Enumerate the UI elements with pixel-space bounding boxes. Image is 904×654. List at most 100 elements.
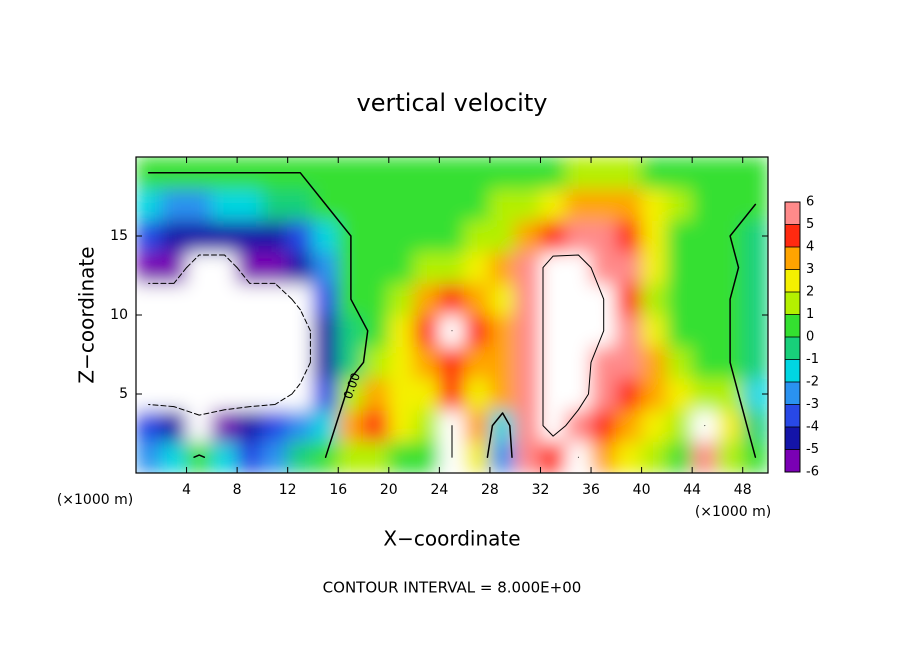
heat-cell xyxy=(186,377,213,411)
heat-cell xyxy=(641,409,668,442)
heat-cell xyxy=(438,282,466,316)
heat-cell xyxy=(565,188,592,221)
colorbar-swatch xyxy=(785,224,800,247)
heat-cell xyxy=(312,314,339,348)
heat-cell xyxy=(641,440,668,473)
heat-cell xyxy=(742,282,768,316)
x-unit: (×1000 m) xyxy=(695,504,771,520)
x-tick-label: 24 xyxy=(430,482,448,498)
heat-cell xyxy=(261,346,289,379)
heat-cell xyxy=(615,188,643,221)
heat-cell xyxy=(160,377,188,411)
heat-cell xyxy=(464,346,491,379)
heat-cell xyxy=(211,346,238,379)
heat-cell xyxy=(514,409,541,442)
colorbar-tick-label: -6 xyxy=(806,465,819,480)
heat-cell xyxy=(666,314,693,348)
heat-cell xyxy=(287,409,314,442)
heat-cell xyxy=(539,409,567,442)
heat-cell xyxy=(489,157,516,190)
heat-cell xyxy=(514,314,541,348)
heat-cell xyxy=(464,219,491,253)
heat-cell xyxy=(691,282,718,316)
heat-cell xyxy=(590,157,617,190)
heat-cell xyxy=(514,251,541,284)
heat-cell xyxy=(236,251,263,284)
heat-cell xyxy=(160,188,188,221)
heat-cell xyxy=(742,157,768,190)
heat-cell xyxy=(666,346,693,379)
heat-cell xyxy=(691,314,718,348)
heat-cell xyxy=(287,219,314,253)
heat-cell xyxy=(261,219,289,253)
heat-cell xyxy=(539,377,567,411)
heat-cell xyxy=(742,314,768,348)
heat-cell xyxy=(666,157,693,190)
heat-cell xyxy=(666,409,693,442)
heat-cell xyxy=(489,346,516,379)
heat-cell xyxy=(539,314,567,348)
heat-cell xyxy=(388,377,415,411)
heat-cell xyxy=(565,157,592,190)
colorbar-tick-label: 5 xyxy=(806,217,814,232)
heat-cell xyxy=(211,219,238,253)
heat-cell xyxy=(590,188,617,221)
y-axis-label: Z−coordinate xyxy=(75,246,99,383)
colorbar-tick-label: 6 xyxy=(806,195,814,210)
x-tick-label: 16 xyxy=(329,482,347,498)
heat-cell xyxy=(666,440,693,473)
heat-cell xyxy=(261,440,289,473)
colorbar-tick-label: 2 xyxy=(806,285,814,300)
heat-cell xyxy=(514,282,541,316)
colorbar-swatch xyxy=(785,202,800,225)
heat-cell xyxy=(413,409,440,442)
colorbar-swatch xyxy=(785,247,800,270)
heat-cell xyxy=(236,314,263,348)
colorbar-tick-label: -5 xyxy=(806,442,819,457)
heat-cell xyxy=(666,219,693,253)
colorbar-swatch xyxy=(785,449,800,472)
heat-cell xyxy=(716,409,744,442)
heat-cell xyxy=(388,314,415,348)
heat-cell xyxy=(287,346,314,379)
heat-cell xyxy=(590,251,617,284)
heat-cell xyxy=(312,346,339,379)
heat-cell xyxy=(363,282,390,316)
colorbar-tick-label: -4 xyxy=(806,420,819,435)
heat-cell xyxy=(590,440,617,473)
heat-cell xyxy=(136,346,162,379)
heat-cell xyxy=(464,377,491,411)
heat-cell xyxy=(388,188,415,221)
heat-cell xyxy=(312,251,339,284)
heat-cell xyxy=(160,251,188,284)
x-tick-label: 12 xyxy=(279,482,297,498)
footer: CONTOUR INTERVAL = 8.000E+00 xyxy=(323,579,582,597)
heat-cell xyxy=(312,409,339,442)
heat-cell xyxy=(413,440,440,473)
colorbar-swatch xyxy=(785,359,800,382)
heat-cell xyxy=(186,251,213,284)
colorbar-tick-label: 3 xyxy=(806,262,814,277)
heat-cell xyxy=(464,314,491,348)
heat-cell xyxy=(615,314,643,348)
heat-cell xyxy=(363,188,390,221)
heat-cell xyxy=(565,409,592,442)
heat-cell xyxy=(489,409,516,442)
heat-cell xyxy=(615,251,643,284)
heat-cell xyxy=(716,251,744,284)
contour-line xyxy=(451,254,706,458)
heat-cell xyxy=(666,377,693,411)
heat-cell xyxy=(716,188,744,221)
heat-cell xyxy=(211,314,238,348)
heat-cell xyxy=(438,219,466,253)
x-tick-label: 28 xyxy=(481,482,499,498)
heat-cell xyxy=(666,251,693,284)
heat-cell xyxy=(464,157,491,190)
heat-cell xyxy=(211,409,238,442)
heat-cell xyxy=(539,219,567,253)
colorbar-swatch xyxy=(785,337,800,360)
heat-cell xyxy=(160,314,188,348)
heat-cell xyxy=(514,219,541,253)
chart-title: vertical velocity xyxy=(357,89,548,117)
heat-cell xyxy=(565,282,592,316)
